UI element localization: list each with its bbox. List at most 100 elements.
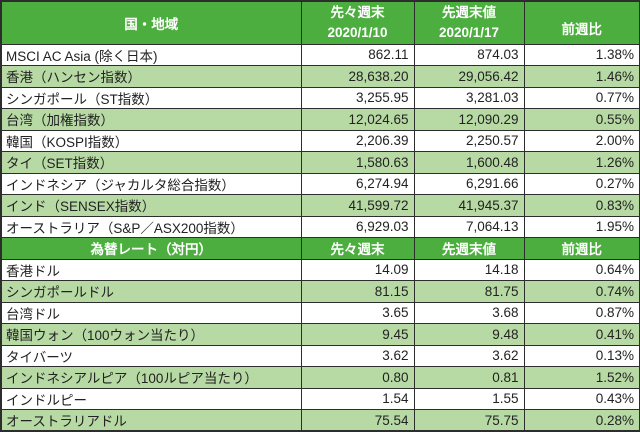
fx-row: タイバーツ 3.62 3.62 0.13% xyxy=(0,344,640,367)
fx-last-week-header: 先週末値 xyxy=(413,237,525,260)
change-cell: 0.77% xyxy=(523,86,640,109)
wow-change-header: 前週比 xyxy=(523,0,640,45)
index-row: オーストラリア（S&P／ASX200指数） 6,929.03 7,064.13 … xyxy=(0,215,640,238)
prev-week-date: 2020/1/10 xyxy=(327,24,388,40)
change-cell: 1.95% xyxy=(523,215,640,238)
country-cell: シンガポール（ST指数） xyxy=(0,86,302,109)
prev-week-header: 先々週末 2020/1/10 xyxy=(300,0,415,45)
change-cell: 0.87% xyxy=(523,301,640,324)
last-value-cell: 41,945.37 xyxy=(413,194,525,217)
change-cell: 0.27% xyxy=(523,172,640,195)
country-cell: 台湾（加権指数） xyxy=(0,108,302,131)
country-cell: インドネシア（ジャカルタ総合指数） xyxy=(0,172,302,195)
last-value-cell: 0.81 xyxy=(413,366,525,389)
prev-value-cell: 3.62 xyxy=(300,344,415,367)
change-cell: 0.64% xyxy=(523,258,640,281)
currency-cell: インドネシアルピア（100ルピア当たり） xyxy=(0,366,302,389)
currency-cell: タイバーツ xyxy=(0,344,302,367)
currency-cell: 台湾ドル xyxy=(0,301,302,324)
last-value-cell: 1,600.48 xyxy=(413,151,525,174)
fx-row: 韓国ウォン（100ウォン当たり） 9.45 9.48 0.41% xyxy=(0,323,640,346)
last-value-cell: 874.03 xyxy=(413,43,525,66)
index-row: シンガポール（ST指数） 3,255.95 3,281.03 0.77% xyxy=(0,86,640,109)
fx-row: 香港ドル 14.09 14.18 0.64% xyxy=(0,258,640,281)
last-value-cell: 3,281.03 xyxy=(413,86,525,109)
last-value-cell: 3.68 xyxy=(413,301,525,324)
last-value-cell: 29,056.42 xyxy=(413,65,525,88)
country-cell: MSCI AC Asia (除く日本) xyxy=(0,43,302,66)
prev-value-cell: 2,206.39 xyxy=(300,129,415,152)
country-cell: インド（SENSEX指数） xyxy=(0,194,302,217)
country-cell: タイ（SET指数） xyxy=(0,151,302,174)
change-cell: 1.38% xyxy=(523,43,640,66)
change-cell: 1.26% xyxy=(523,151,640,174)
last-week-header: 先週末値 2020/1/17 xyxy=(413,0,525,45)
last-value-cell: 12,090.29 xyxy=(413,108,525,131)
currency-cell: 韓国ウォン（100ウォン当たり） xyxy=(0,323,302,346)
currency-cell: 香港ドル xyxy=(0,258,302,281)
prev-value-cell: 9.45 xyxy=(300,323,415,346)
index-row: MSCI AC Asia (除く日本) 862.11 874.03 1.38% xyxy=(0,43,640,66)
prev-value-cell: 14.09 xyxy=(300,258,415,281)
prev-value-cell: 41,599.72 xyxy=(300,194,415,217)
last-value-cell: 81.75 xyxy=(413,280,525,303)
fx-prev-week-header: 先々週末 xyxy=(300,237,415,260)
index-header-row: 国・地域 先々週末 2020/1/10 先週末値 2020/1/17 前週比 xyxy=(0,0,640,45)
prev-value-cell: 12,024.65 xyxy=(300,108,415,131)
fx-rate-header: 為替レート（対円） xyxy=(0,237,302,260)
fx-row: インドルピー 1.54 1.55 0.43% xyxy=(0,387,640,410)
change-cell: 2.00% xyxy=(523,129,640,152)
last-value-cell: 75.75 xyxy=(413,409,525,432)
last-value-cell: 1.55 xyxy=(413,387,525,410)
prev-value-cell: 28,638.20 xyxy=(300,65,415,88)
prev-value-cell: 3,255.95 xyxy=(300,86,415,109)
fx-row: 台湾ドル 3.65 3.68 0.87% xyxy=(0,301,640,324)
last-week-label: 先週末値 xyxy=(442,5,496,21)
currency-cell: オーストラリアドル xyxy=(0,409,302,432)
currency-cell: シンガポールドル xyxy=(0,280,302,303)
change-cell: 0.41% xyxy=(523,323,640,346)
last-value-cell: 2,250.57 xyxy=(413,129,525,152)
prev-value-cell: 1,580.63 xyxy=(300,151,415,174)
last-value-cell: 9.48 xyxy=(413,323,525,346)
prev-week-label: 先々週末 xyxy=(330,5,385,21)
country-region-header: 国・地域 xyxy=(0,0,302,45)
change-cell: 1.52% xyxy=(523,366,640,389)
prev-value-cell: 81.15 xyxy=(300,280,415,303)
change-cell: 0.74% xyxy=(523,280,640,303)
last-value-cell: 14.18 xyxy=(413,258,525,281)
prev-value-cell: 6,274.94 xyxy=(300,172,415,195)
last-week-date: 2020/1/17 xyxy=(438,24,500,40)
change-cell: 0.13% xyxy=(523,344,640,367)
fx-row: インドネシアルピア（100ルピア当たり） 0.80 0.81 1.52% xyxy=(0,366,640,389)
change-cell: 0.55% xyxy=(523,108,640,131)
fx-row: オーストラリアドル 75.54 75.75 0.28% xyxy=(0,409,640,432)
index-row: 韓国（KOSPI指数） 2,206.39 2,250.57 2.00% xyxy=(0,129,640,152)
currency-cell: インドルピー xyxy=(0,387,302,410)
country-cell: 香港（ハンセン指数） xyxy=(0,65,302,88)
prev-value-cell: 0.80 xyxy=(300,366,415,389)
change-cell: 0.28% xyxy=(523,409,640,432)
change-cell: 1.46% xyxy=(523,65,640,88)
index-row: インドネシア（ジャカルタ総合指数） 6,274.94 6,291.66 0.27… xyxy=(0,172,640,195)
index-row: 香港（ハンセン指数） 28,638.20 29,056.42 1.46% xyxy=(0,65,640,88)
last-value-cell: 6,291.66 xyxy=(413,172,525,195)
prev-value-cell: 75.54 xyxy=(300,409,415,432)
prev-value-cell: 1.54 xyxy=(300,387,415,410)
index-row: タイ（SET指数） 1,580.63 1,600.48 1.26% xyxy=(0,151,640,174)
fx-header-row: 為替レート（対円） 先々週末 先週末値 前週比 xyxy=(0,237,640,260)
country-cell: オーストラリア（S&P／ASX200指数） xyxy=(0,215,302,238)
prev-value-cell: 6,929.03 xyxy=(300,215,415,238)
index-row: 台湾（加権指数） 12,024.65 12,090.29 0.55% xyxy=(0,108,640,131)
index-row: インド（SENSEX指数） 41,599.72 41,945.37 0.83% xyxy=(0,194,640,217)
prev-value-cell: 862.11 xyxy=(300,43,415,66)
last-value-cell: 7,064.13 xyxy=(413,215,525,238)
change-cell: 0.43% xyxy=(523,387,640,410)
fx-row: シンガポールドル 81.15 81.75 0.74% xyxy=(0,280,640,303)
change-cell: 0.83% xyxy=(523,194,640,217)
last-value-cell: 3.62 xyxy=(413,344,525,367)
prev-value-cell: 3.65 xyxy=(300,301,415,324)
fx-wow-change-header: 前週比 xyxy=(523,237,640,260)
country-cell: 韓国（KOSPI指数） xyxy=(0,129,302,152)
